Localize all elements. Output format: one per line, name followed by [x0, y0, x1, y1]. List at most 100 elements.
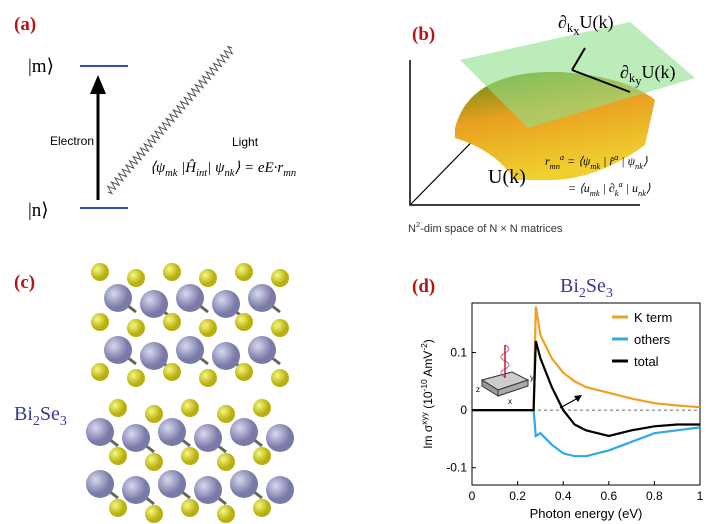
se-atom: [217, 453, 235, 471]
bi-atom: [194, 476, 222, 504]
se-atom: [181, 499, 199, 517]
se-atom: [217, 405, 235, 423]
arrow-head: [574, 395, 582, 402]
eq-sub: 2: [33, 414, 40, 429]
y-tick-label: 0: [460, 403, 467, 417]
se-atom: [199, 369, 217, 387]
label-sup: xyy: [419, 411, 429, 424]
se-atom: [271, 369, 289, 387]
legend-label: others: [634, 332, 671, 347]
bi-atom: [86, 418, 114, 446]
bi-atom: [212, 342, 240, 370]
x-tick-label: 0.2: [509, 489, 526, 503]
bi-atom: [230, 418, 258, 446]
eq-sub: 3: [60, 414, 67, 429]
eq-sub: mk: [590, 189, 600, 198]
panel-label: (c): [14, 272, 35, 293]
bi-atom: [104, 336, 132, 364]
bi-atom: [248, 336, 276, 364]
se-atom: [127, 369, 145, 387]
eq-part: U(k): [642, 62, 676, 83]
se-atom: [145, 405, 163, 423]
eq-part: ∂: [620, 62, 629, 82]
bi-atom: [104, 284, 132, 312]
se-atom: [109, 399, 127, 417]
eq-part: ⟩ = eE·r: [234, 160, 283, 176]
panel-label: (a): [14, 14, 36, 35]
panel-label: (b): [412, 24, 435, 45]
x-tick-label: 0.4: [555, 489, 572, 503]
se-atom: [199, 319, 217, 337]
eq-part: | u: [623, 181, 638, 195]
equation: = ⟨umk | ∂ka | unk⟩: [568, 180, 651, 198]
bi-atom: [212, 290, 240, 318]
crystal-structure: [86, 263, 294, 523]
plot-frame: [472, 303, 700, 485]
x-tick-label: 0.8: [646, 489, 663, 503]
se-atom: [127, 269, 145, 287]
se-atom: [91, 313, 109, 331]
eq-part: Se: [40, 403, 60, 425]
series-line: [472, 410, 700, 456]
arrow-head: [90, 75, 106, 94]
eq-sub: k: [615, 189, 619, 198]
eq-part: | ψ: [207, 160, 225, 176]
bi-atom: [176, 336, 204, 364]
x-axis-label: Photon energy (eV): [530, 506, 643, 521]
y-tick-label: -0.1: [446, 461, 467, 475]
bi-atom: [158, 418, 186, 446]
title-part: Se: [586, 275, 606, 297]
eq-sub: mn: [283, 168, 296, 179]
eq-part: N: [408, 223, 416, 235]
se-atom: [163, 263, 181, 281]
eq-part: = ⟨u: [568, 181, 590, 195]
eq-part: ⟩: [646, 181, 651, 195]
eq-sub: nk: [224, 168, 234, 179]
bi-atom: [230, 470, 258, 498]
pointer-arrow: [560, 398, 578, 408]
figure: (a) |m⟩ |n⟩ Electron Light ⟨ψmk |Ĥint| ψ…: [0, 0, 716, 524]
se-atom: [271, 269, 289, 287]
se-atom: [91, 363, 109, 381]
se-atom: [145, 505, 163, 523]
eq-part: ⟨ψ: [150, 160, 166, 176]
caption: N2-dim space of N × N matrices: [408, 220, 563, 235]
panel-label: (d): [412, 276, 435, 297]
eq-part: | ψ: [618, 154, 635, 168]
eq-part: U(k): [580, 12, 614, 33]
bi-atom: [122, 476, 150, 504]
chart-title: Bi2Se3: [560, 275, 613, 301]
se-atom: [271, 319, 289, 337]
se-atom: [235, 363, 253, 381]
legend-label: total: [634, 354, 659, 369]
eq-part: ⟩: [643, 154, 648, 168]
formula: Bi2Se3: [14, 403, 67, 429]
y-axis-label: Im σxyy (10-10 AmV-2): [419, 339, 435, 449]
eq-part: |Ĥ: [177, 159, 197, 176]
label-part: Im σ: [421, 424, 435, 449]
x-tick-label: 0.6: [600, 489, 617, 503]
se-atom: [253, 399, 271, 417]
se-atom: [163, 313, 181, 331]
se-atom: [217, 505, 235, 523]
bi-atom: [158, 470, 186, 498]
label-sup: -10: [419, 379, 429, 391]
bi-atom: [194, 424, 222, 452]
se-atom: [253, 447, 271, 465]
eq-part: ∂: [558, 12, 567, 32]
se-atom: [235, 263, 253, 281]
eq-part: | r̂: [600, 154, 614, 168]
se-atom: [127, 319, 145, 337]
x-tick-label: 1: [697, 489, 704, 503]
bi-atom: [176, 284, 204, 312]
eq-part: Bi: [14, 403, 33, 425]
se-atom: [91, 263, 109, 281]
se-atom: [253, 499, 271, 517]
eq-part: -dim space of N × N matrices: [420, 223, 563, 235]
page: (a) |m⟩ |n⟩ Electron Light ⟨ψmk |Ĥint| ψ…: [0, 0, 716, 524]
legend-label: K term: [634, 310, 672, 325]
bi-atom: [248, 284, 276, 312]
label-part: (10: [421, 391, 435, 412]
state-label: |m⟩: [28, 56, 54, 77]
se-atom: [181, 447, 199, 465]
